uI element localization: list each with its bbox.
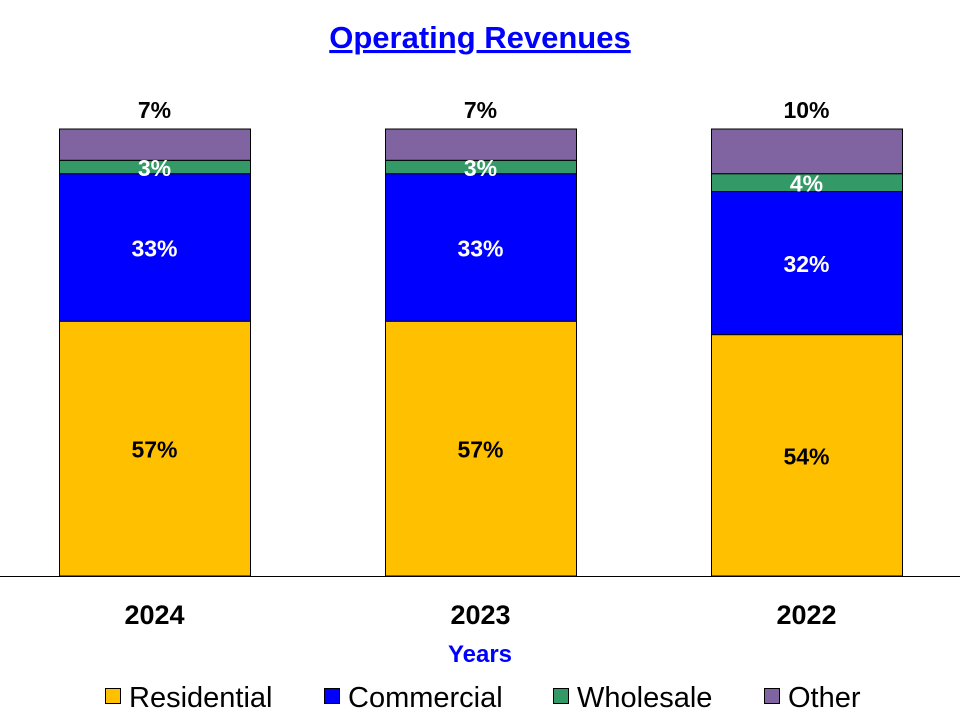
data-label-other-2024: 7% [138,97,171,123]
legend-label-residential: Residential [129,682,272,714]
bar-residential-2024 [59,320,251,577]
legend-label-commercial: Commercial [348,682,503,714]
legend-swatch-other [764,688,780,704]
bar-commercial-2024 [59,173,251,322]
data-label-residential-2022: 54% [783,443,829,469]
data-label-residential-2023: 57% [457,437,503,463]
bar-residential-2023 [385,320,577,577]
chart-title: Operating Revenues [329,20,630,55]
data-label-other-2023: 7% [464,97,497,123]
x-tick-label: 2022 [776,600,836,630]
legend-label-other: Other [788,682,861,714]
legend-swatch-residential [105,688,121,704]
bar-commercial-2022 [711,191,903,336]
bar-residential-2022 [711,334,903,577]
legend: Residential Commercial Wholesale Other [105,682,861,714]
data-label-other-2022: 10% [783,97,829,123]
data-label-wholesale-2022: 4% [790,171,823,197]
x-axis-label: Years [448,641,512,668]
data-label-commercial-2024: 33% [131,235,177,261]
bar-commercial-2023 [385,173,577,322]
bar-other-2023 [385,128,577,161]
legend-swatch-commercial [324,688,340,704]
data-label-residential-2024: 57% [131,437,177,463]
bar-other-2024 [59,128,251,161]
legend-swatch-wholesale [553,688,569,704]
legend-label-wholesale: Wholesale [577,682,712,714]
data-label-wholesale-2023: 3% [464,155,497,181]
x-tick-label: 2023 [450,600,510,630]
bar-other-2022 [711,128,903,175]
data-label-commercial-2022: 32% [783,251,829,277]
x-tick-label: 2024 [124,600,184,630]
data-label-wholesale-2024: 3% [138,155,171,181]
data-label-commercial-2023: 33% [457,235,503,261]
